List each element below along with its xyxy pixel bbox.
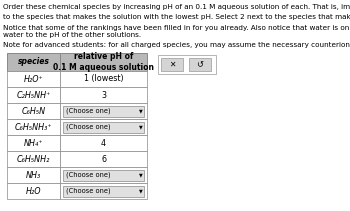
- Text: species: species: [18, 58, 50, 66]
- Text: 1 (lowest): 1 (lowest): [84, 74, 124, 84]
- Bar: [60, 53, 147, 71]
- Bar: [7, 71, 60, 87]
- Text: Order these chemical species by increasing pH of an 0.1 M aqueous solution of ea: Order these chemical species by increasi…: [3, 4, 350, 10]
- Bar: [7, 167, 60, 183]
- Bar: [60, 87, 147, 103]
- Text: H₂O: H₂O: [26, 187, 41, 196]
- Bar: [60, 135, 147, 151]
- Bar: [63, 169, 144, 180]
- Text: ✕: ✕: [169, 60, 175, 69]
- Text: to the species that makes the solution with the lowest pH. Select 2 next to the : to the species that makes the solution w…: [3, 15, 350, 20]
- Text: (Choose one): (Choose one): [66, 124, 110, 130]
- Text: ↺: ↺: [196, 60, 203, 69]
- Text: C₆H₅NH₃⁺: C₆H₅NH₃⁺: [15, 123, 52, 131]
- Bar: [7, 103, 60, 119]
- Text: Notice that some of the rankings have been filled in for you already. Also notic: Notice that some of the rankings have be…: [3, 25, 350, 31]
- Bar: [7, 53, 60, 71]
- Bar: [7, 135, 60, 151]
- Text: relative pH of
0.1 M aqueous solution: relative pH of 0.1 M aqueous solution: [53, 52, 154, 72]
- Bar: [158, 55, 216, 74]
- Text: ▼: ▼: [139, 124, 142, 130]
- Bar: [63, 106, 144, 116]
- Bar: [63, 185, 144, 196]
- Text: NH₃: NH₃: [26, 170, 41, 180]
- Bar: [60, 183, 147, 199]
- Text: Note for advanced students: for all charged species, you may assume the necessar: Note for advanced students: for all char…: [3, 42, 350, 48]
- Bar: [7, 119, 60, 135]
- Text: NH₄⁺: NH₄⁺: [24, 138, 43, 147]
- Text: H₂O⁺: H₂O⁺: [24, 74, 43, 84]
- Text: C₆H₅N: C₆H₅N: [22, 107, 46, 115]
- Text: 4: 4: [101, 138, 106, 147]
- Text: (Choose one): (Choose one): [66, 108, 110, 114]
- Bar: [7, 183, 60, 199]
- Text: C₆H₅NH₂: C₆H₅NH₂: [17, 154, 50, 164]
- Bar: [60, 119, 147, 135]
- Bar: [60, 167, 147, 183]
- Bar: [7, 151, 60, 167]
- Text: C₂H₅NH⁺: C₂H₅NH⁺: [16, 91, 51, 100]
- Text: (Choose one): (Choose one): [66, 188, 110, 194]
- Text: water to the pH of the other solutions.: water to the pH of the other solutions.: [3, 31, 141, 38]
- Bar: [161, 58, 183, 71]
- Text: 3: 3: [101, 91, 106, 100]
- Text: (Choose one): (Choose one): [66, 172, 110, 178]
- Text: ▼: ▼: [139, 173, 142, 177]
- Bar: [60, 151, 147, 167]
- Bar: [7, 87, 60, 103]
- Text: ▼: ▼: [139, 188, 142, 193]
- Bar: [60, 103, 147, 119]
- Text: ▼: ▼: [139, 108, 142, 114]
- Text: 6: 6: [101, 154, 106, 164]
- Bar: [60, 71, 147, 87]
- Bar: [189, 58, 211, 71]
- Bar: [63, 122, 144, 133]
